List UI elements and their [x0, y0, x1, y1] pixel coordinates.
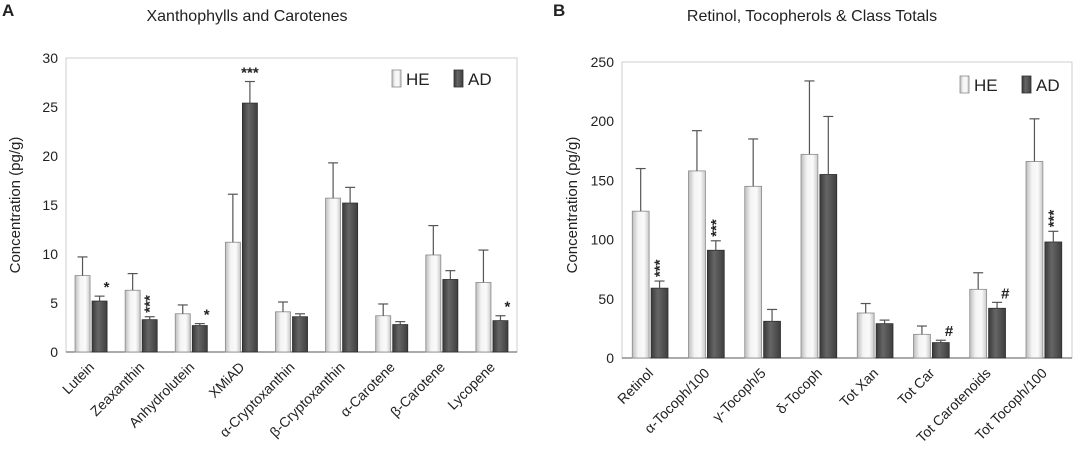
panel-a-bar-ad — [492, 320, 509, 353]
panel-a-y-tick-label: 10 — [42, 246, 58, 262]
panel-b-x-tick-label: Tot Car — [894, 365, 937, 408]
panel-b-bar-he — [688, 170, 706, 359]
panel-a-legend-label-he: HE — [406, 70, 430, 89]
panel-a-significance-marker: * — [504, 299, 510, 316]
panel-b-y-tick-label: 200 — [591, 113, 615, 129]
panel-a-bar-ad — [91, 300, 108, 353]
panel-a-bar-he — [325, 197, 342, 353]
panel-b-y-axis-label: Concentration (pg/g) — [564, 137, 581, 274]
panel-b-significance-marker: *** — [708, 219, 725, 237]
panel-a-bar-he — [275, 311, 291, 353]
panel-b-letter: B — [553, 1, 565, 20]
panel-b-bar-ad — [988, 307, 1006, 359]
panel-b-bar-ad — [819, 174, 838, 359]
panel-a-bar-ad — [342, 202, 359, 353]
panel-b-y-tick-label: 100 — [591, 232, 615, 248]
panel-b-bar-ad — [763, 320, 781, 359]
panel-a-letter: A — [2, 1, 14, 20]
panel-a-legend-label-ad: AD — [468, 70, 492, 89]
panel-a-significance-marker: * — [204, 307, 210, 324]
panel-a-bar-ad — [141, 319, 158, 353]
panel-b-legend-label-ad: AD — [1036, 76, 1060, 95]
panel-a-y-tick-label: 25 — [42, 99, 58, 115]
panel-b-y-tick-label: 250 — [591, 54, 615, 70]
panel-b-legend-label-he: HE — [974, 76, 998, 95]
panel-b-significance-marker: *** — [652, 259, 669, 277]
panel-a-bar-he — [224, 241, 241, 353]
panel-a-bar-he — [475, 282, 492, 353]
panel-a-y-tick-label: 20 — [42, 148, 58, 164]
panel-b-bar-ad — [706, 249, 725, 359]
panel-b-bar-he — [1025, 161, 1044, 359]
panel-b-title: Retinol, Tocopherols & Class Totals — [687, 8, 937, 25]
panel-a-bar-ad — [241, 102, 258, 353]
panel-a-bar-he — [375, 315, 392, 353]
panel-a-x-tick-label: Lutein — [59, 359, 97, 397]
panel-b-bar-he — [913, 333, 931, 359]
panel-a-bar-he — [74, 275, 91, 353]
panel-b-x-tick-label: Retinol — [614, 365, 656, 407]
panel-b-bar-he — [744, 185, 763, 359]
panel-a-x-tick-label: β-Carotene — [387, 359, 448, 420]
panel-b-legend-swatch-he — [959, 75, 970, 94]
panel-b-y-tick-label: 50 — [598, 291, 614, 307]
panel-b-legend-swatch-ad — [1021, 75, 1032, 94]
panel-a-bar-ad — [392, 324, 409, 353]
panel-a-title: Xanthophylls and Carotenes — [146, 8, 347, 25]
panel-a-legend-swatch-ad — [453, 69, 464, 88]
panel-b-x-tick-label: δ-Tocoph — [773, 365, 825, 417]
panel-a-y-tick-label: 15 — [42, 197, 58, 213]
panel-b-bar-he — [631, 210, 650, 359]
panel-b-y-tick-label: 0 — [606, 350, 614, 366]
panel-b-significance-marker: # — [945, 323, 954, 340]
panel-a-bar-he — [124, 289, 141, 353]
panel-a-bar-ad — [442, 279, 459, 353]
panel-a-y-tick-label: 5 — [50, 295, 58, 311]
panel-b-y-tick-label: 150 — [591, 172, 615, 188]
panel-a-bar-ad — [292, 316, 308, 353]
panel-b-bar-he — [800, 153, 819, 359]
panel-a-y-tick-label: 0 — [50, 344, 58, 360]
panel-a-bar-ad — [191, 325, 208, 353]
panel-a-significance-marker: *** — [241, 65, 259, 82]
panel-b-bar-he — [856, 312, 875, 359]
panel-b-bar-ad — [1044, 241, 1063, 359]
panel-a-x-tick-label: XMiAD — [205, 359, 247, 401]
panel-b-significance-marker: # — [1001, 285, 1010, 302]
panel-a-significance-marker: *** — [142, 295, 159, 313]
panel-a-legend-swatch-he — [391, 69, 402, 88]
panel-a-significance-marker: * — [104, 279, 110, 296]
panel-b-x-tick-label: Tot Xan — [836, 365, 881, 410]
panel-a-y-tick-label: 30 — [42, 50, 58, 66]
panel-a-y-axis-label: Concentration (pg/g) — [7, 137, 24, 274]
panel-b-bar-ad — [931, 342, 950, 359]
panel-b: B Retinol, Tocopherols & Class Totals Co… — [553, 1, 1073, 445]
panel-a: A Xanthophylls and Carotenes Concentrati… — [2, 1, 518, 440]
panel-b-bar-he — [969, 288, 988, 359]
panel-a-bar-he — [425, 254, 442, 353]
panel-b-bar-ad — [875, 323, 894, 359]
panel-b-bar-ad — [650, 287, 669, 359]
panel-b-x-tick-label: γ-Tocoph/5 — [709, 365, 769, 425]
panel-a-bar-he — [174, 313, 191, 353]
panel-b-significance-marker: *** — [1045, 210, 1062, 228]
panel-a-x-tick-label: Lycopene — [444, 359, 498, 413]
